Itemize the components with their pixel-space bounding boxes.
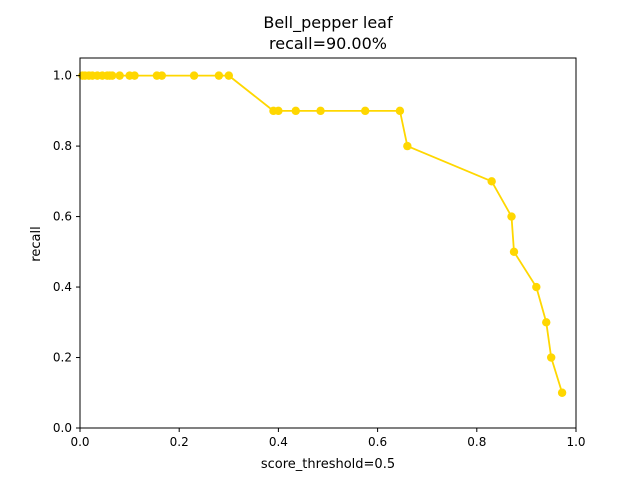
data-point <box>115 71 124 80</box>
data-point <box>291 106 300 116</box>
y-tick-label: 0.6 <box>53 210 72 224</box>
data-point <box>108 71 117 80</box>
x-tick-label: 0.4 <box>269 435 288 449</box>
x-tick-label: 1.0 <box>566 435 585 449</box>
data-point <box>403 141 412 151</box>
y-tick-label: 0.8 <box>53 139 72 153</box>
data-point <box>532 282 541 292</box>
plot-area: 0.0 0.2 0.4 0.6 0.8 1.0 0.0 0.2 0.4 0.6 0.8 1.0 <box>53 57 586 449</box>
plot-frame <box>79 57 577 429</box>
x-tick-label: 0.0 <box>70 435 89 449</box>
x-tick-label: 0.8 <box>467 435 486 449</box>
data-point <box>507 212 516 221</box>
chart-title: Bell_pepper leaf <box>263 13 393 33</box>
x-tick-label: 0.6 <box>368 435 387 449</box>
data-point <box>224 71 233 80</box>
data-point <box>274 106 283 116</box>
y-tick-label: 1.0 <box>53 69 72 83</box>
data-point <box>509 247 519 257</box>
data-point <box>547 353 556 362</box>
data-point <box>316 106 325 116</box>
x-tick-label: 0.2 <box>170 435 189 449</box>
y-axis-label: recall <box>29 226 44 261</box>
data-point <box>395 106 405 116</box>
y-tick-label: 0.4 <box>53 280 72 294</box>
y-tick-label: 0.0 <box>53 421 72 435</box>
data-point <box>214 71 224 80</box>
data-point <box>557 388 567 397</box>
data-point <box>157 71 167 80</box>
data-point <box>361 106 370 116</box>
x-axis-label: score_threshold=0.5 <box>261 457 395 472</box>
data-point <box>189 71 199 80</box>
y-tick-label: 0.2 <box>53 351 72 365</box>
chart-subtitle: recall=90.00% <box>269 34 387 53</box>
data-point <box>130 71 139 80</box>
data-point <box>542 318 551 327</box>
series-line <box>82 74 563 394</box>
data-point <box>487 177 496 186</box>
